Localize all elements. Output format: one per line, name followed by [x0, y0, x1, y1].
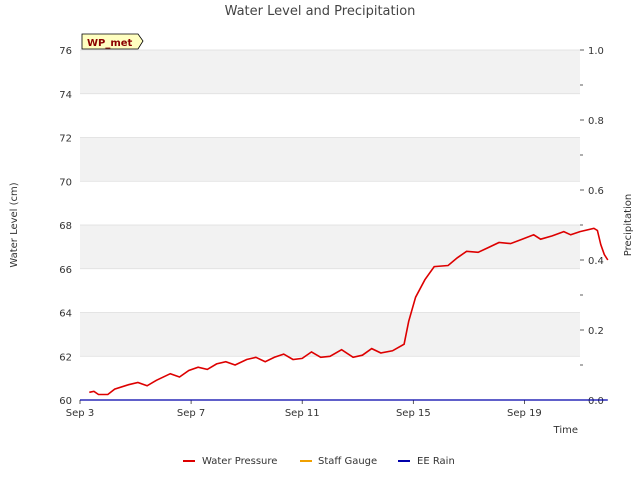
grid-band: [80, 50, 580, 94]
y-tick-label: 60: [59, 396, 72, 407]
grid-band: [80, 356, 580, 400]
y-tick-label: 70: [59, 177, 72, 188]
x-tick-label: Sep 15: [396, 408, 431, 419]
y2-tick-label: 0.4: [588, 256, 604, 267]
grid-band: [80, 137, 580, 182]
grid-band: [80, 225, 580, 269]
y-tick-label: 72: [59, 134, 72, 145]
site-badge-label: WP_met: [87, 38, 133, 49]
x-axis-ticks: Sep 3 Sep 7 Sep 11 Sep 15 Sep 19: [66, 400, 542, 419]
y2-tick-label: 0.0: [588, 396, 604, 407]
y-tick-label: 64: [59, 309, 72, 320]
grid-bands: [80, 49, 580, 401]
y2-tick-label: 0.8: [588, 116, 604, 127]
x-tick-label: Sep 3: [66, 408, 94, 419]
y2-tick-label: 0.2: [588, 326, 604, 337]
grid-band: [80, 268, 580, 313]
series-line-water-pressure: [89, 227, 609, 396]
legend-label-water-pressure: Water Pressure: [202, 456, 277, 467]
y-tick-label: 62: [59, 352, 72, 363]
legend-label-ee-rain: EE Rain: [417, 456, 455, 467]
grid-band: [80, 312, 580, 357]
grid-band: [80, 93, 580, 138]
y-axis-ticks: 60 62 64 66 68 70 72 74 76: [59, 46, 72, 407]
y-tick-label: 74: [59, 90, 72, 101]
y2-tick-label: 0.6: [588, 186, 604, 197]
grid-band: [80, 181, 580, 225]
y2-axis-ticks: 0.0 0.2 0.4 0.6 0.8 1.0: [580, 46, 604, 407]
x-tick-label: Sep 11: [285, 408, 320, 419]
legend-label-staff-gauge: Staff Gauge: [318, 456, 377, 467]
y-tick-label: 76: [59, 46, 72, 57]
site-badge-box: [81, 33, 144, 50]
x-axis-label: Time: [553, 425, 578, 436]
y2-tick-label: 1.0: [588, 46, 604, 57]
y2-axis-label: Precipitation: [623, 194, 634, 257]
y-tick-label: 68: [59, 221, 72, 232]
y-tick-label: 66: [59, 265, 72, 276]
x-tick-label: Sep 19: [507, 408, 542, 419]
series-lines: [80, 227, 609, 401]
legend: Water Pressure Staff Gauge EE Rain: [183, 456, 455, 467]
site-badge: WP_met: [81, 33, 144, 50]
chart-title: Water Level and Precipitation: [225, 4, 416, 19]
y-axis-label: Water Level (cm): [9, 182, 20, 267]
x-tick-label: Sep 7: [177, 408, 205, 419]
